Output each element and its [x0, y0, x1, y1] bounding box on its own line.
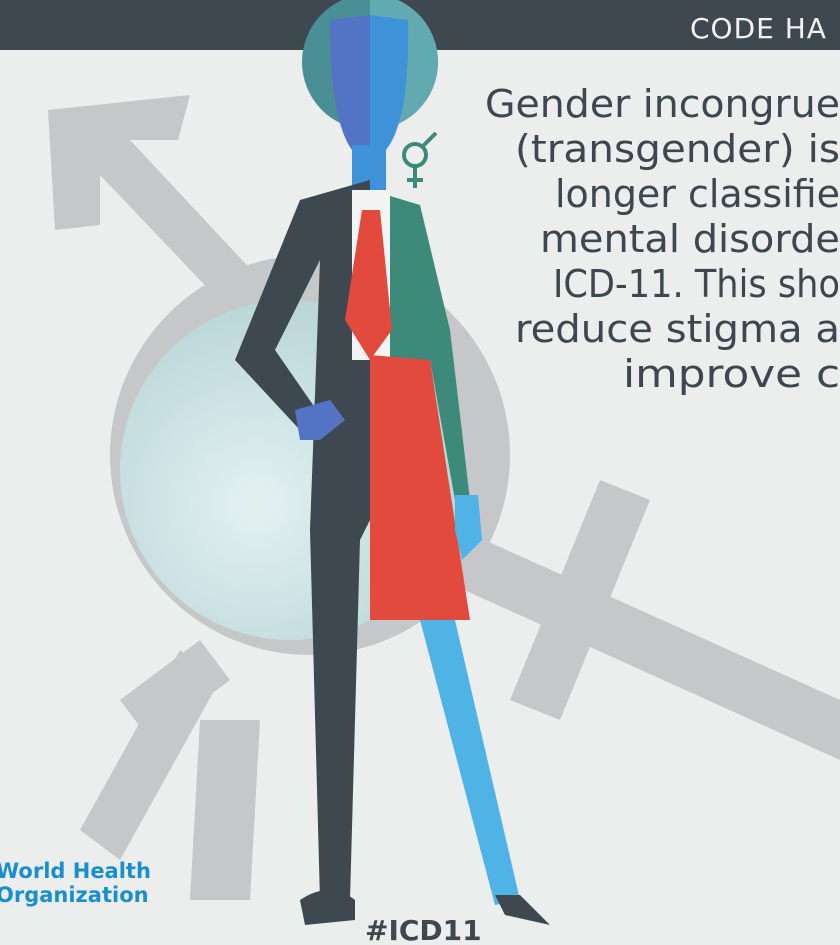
body-line: ICD-11. This sho	[553, 262, 840, 306]
body-line: improve c	[623, 352, 840, 396]
hashtag: #ICD11	[365, 914, 482, 945]
hand-right	[455, 495, 482, 560]
body-line: reduce stigma a	[515, 307, 840, 351]
lower-stem	[80, 650, 220, 860]
org-line: World Health	[0, 859, 151, 883]
skirt	[370, 355, 470, 620]
gender-symbol-bg	[48, 95, 840, 900]
leg-right	[420, 620, 520, 905]
shoe-left	[300, 890, 355, 925]
shoe-right	[495, 895, 550, 925]
cross-bar	[510, 480, 650, 720]
header-title: CODE HA	[690, 12, 827, 45]
arrow-male	[48, 95, 270, 320]
org-line: Organization	[0, 883, 149, 907]
jacket-right	[370, 190, 470, 500]
body-line: longer classifie	[555, 172, 840, 216]
body-text: Gender incongrue (transgender) is longer…	[485, 82, 840, 396]
figure	[235, 0, 550, 925]
cross-arm	[420, 520, 840, 760]
tie	[345, 210, 392, 360]
face-left	[330, 15, 370, 150]
hand-left	[295, 400, 345, 440]
body-line: Gender incongrue	[485, 82, 840, 126]
body-line: (transgender) is	[515, 127, 840, 171]
jacket-trousers	[235, 180, 370, 900]
lower-cross	[190, 720, 260, 900]
body-line: mental disorde	[540, 217, 840, 261]
trans-icon	[402, 131, 438, 188]
face-right	[370, 15, 409, 150]
